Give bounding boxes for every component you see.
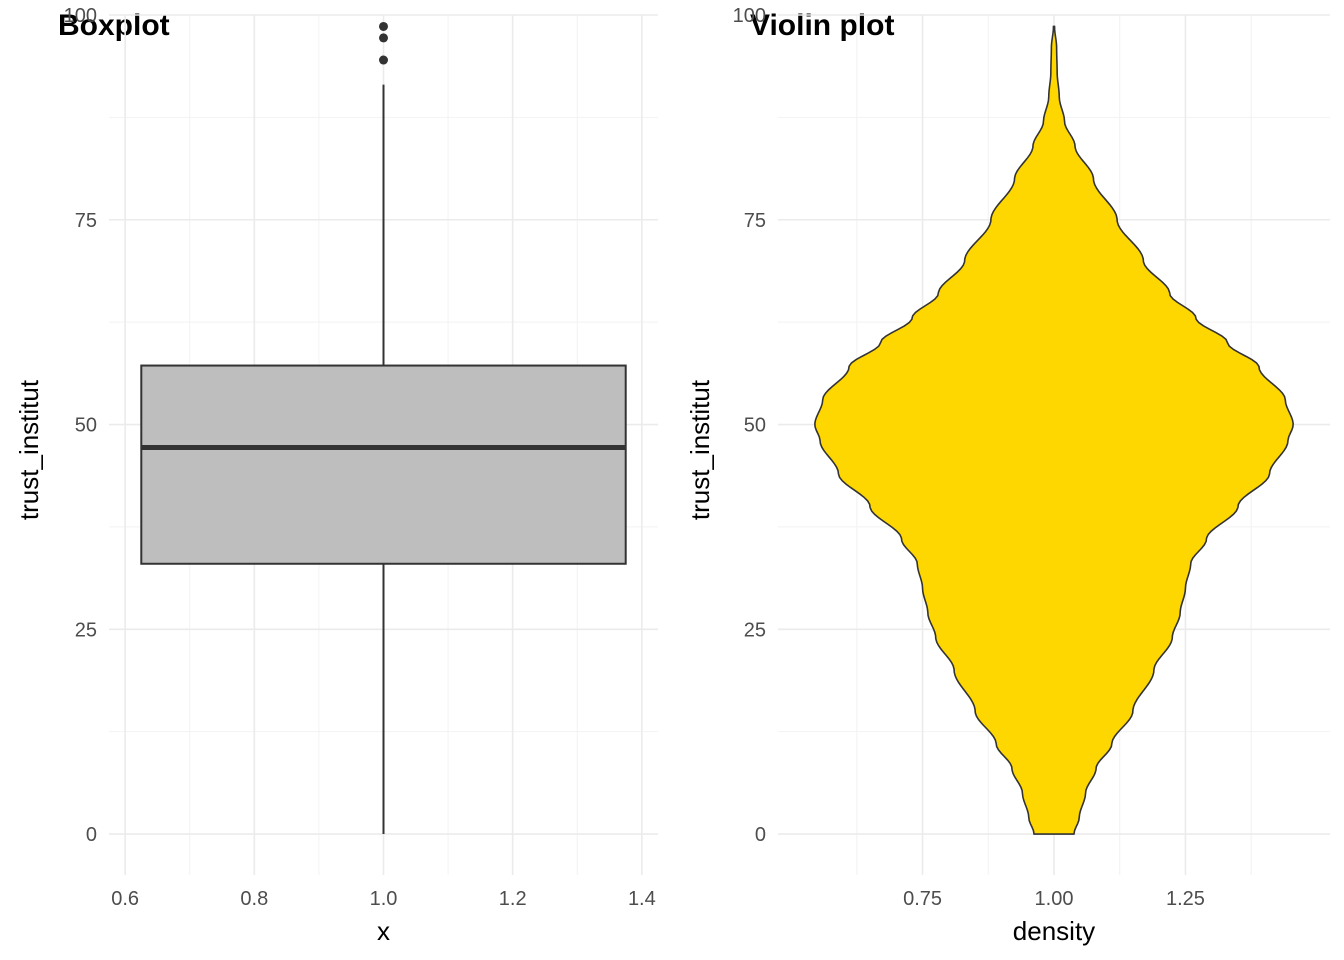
violin-y-tick-label: 50 — [744, 415, 766, 437]
outlier-point — [379, 33, 388, 43]
interquartile-box — [140, 364, 627, 565]
violin-y-axis-label: trust_institut — [685, 379, 715, 520]
violin-x-tick-label: 1.00 — [1035, 888, 1074, 910]
violin-y-tick-label: 0 — [755, 824, 766, 846]
violin-tick-labels: 0 25 50 75 100 0.75 1.00 1.25 — [733, 5, 1205, 910]
violin-title: Violin plot — [750, 9, 894, 42]
boxplot-x-tick-label: 1.2 — [499, 888, 527, 910]
boxplot-x-tick-label: 0.8 — [240, 888, 268, 910]
boxplot-y-axis-label: trust_institut — [14, 379, 44, 520]
violin-y-tick-label: 75 — [744, 210, 766, 232]
boxplot-y-tick-label: 100 — [64, 5, 97, 27]
outlier-point — [379, 21, 388, 31]
boxplot-y-tick-label: 25 — [75, 619, 97, 641]
boxplot-y-tick-label: 0 — [86, 824, 97, 846]
boxplot-marks — [140, 21, 627, 835]
violin-y-tick-label: 25 — [744, 619, 766, 641]
violin-x-tick-label: 0.75 — [903, 888, 942, 910]
violin-y-tick-label: 100 — [733, 5, 766, 27]
violin-shape — [814, 25, 1294, 835]
violin-x-tick-label: 1.25 — [1166, 888, 1205, 910]
violin-marks — [814, 25, 1294, 835]
boxplot-x-tick-label: 1.4 — [628, 888, 656, 910]
violin-x-axis-label: density — [1013, 916, 1095, 946]
boxplot-x-tick-label: 0.6 — [111, 888, 139, 910]
boxplot-tick-labels: 0 25 50 75 100 0.6 0.8 1.0 1.2 1.4 — [64, 5, 656, 910]
boxplot-y-tick-label: 50 — [75, 415, 97, 437]
boxplot-y-tick-label: 75 — [75, 210, 97, 232]
violin-panel: Violin plot 0 25 50 75 100 0.75 1.00 1.25 densi… — [685, 5, 1330, 946]
boxplot-x-axis-label: x — [377, 916, 390, 946]
outlier-point — [379, 55, 388, 65]
boxplot-x-tick-label: 1.0 — [370, 888, 398, 910]
